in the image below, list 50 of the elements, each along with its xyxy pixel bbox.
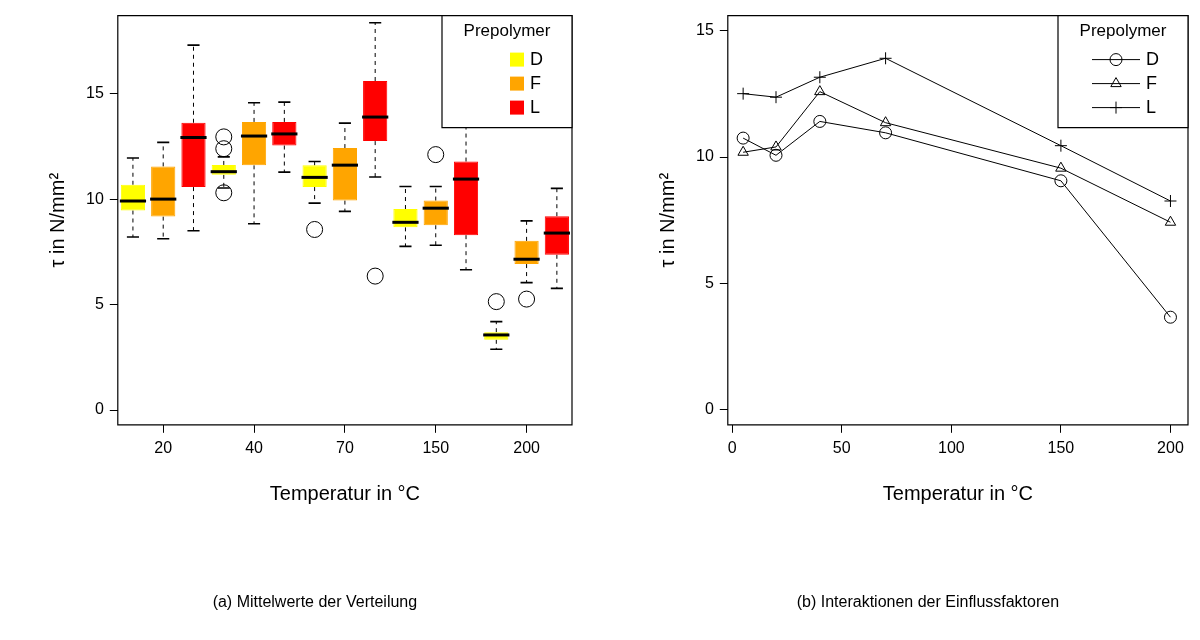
point xyxy=(1054,139,1068,153)
legend-label: D xyxy=(530,48,543,69)
y-tick-label: 10 xyxy=(696,147,714,165)
y-tick-label: 0 xyxy=(94,400,104,418)
legend-label: L xyxy=(1146,96,1157,117)
legend-title: Prepolymer xyxy=(463,21,551,41)
point xyxy=(736,87,750,101)
point xyxy=(737,145,749,156)
point xyxy=(736,131,750,145)
x-tick-label: 70 xyxy=(336,438,354,456)
point xyxy=(1054,174,1068,188)
x-axis-title: Temperatur in °C xyxy=(269,481,421,504)
legend-label: F xyxy=(1146,72,1157,93)
y-tick-label: 15 xyxy=(86,84,104,102)
x-tick-label: 100 xyxy=(937,438,965,456)
point xyxy=(814,85,826,96)
y-axis-title: τ in N/mm² xyxy=(45,172,68,268)
y-tick-label: 15 xyxy=(696,21,714,39)
point xyxy=(813,70,827,84)
point xyxy=(769,148,783,162)
x-tick-label: 200 xyxy=(1157,438,1184,456)
y-axis-title: τ in N/mm² xyxy=(655,172,678,268)
legend-title: Prepolymer xyxy=(1079,21,1167,41)
point xyxy=(879,51,893,65)
legend-label: L xyxy=(530,96,541,117)
point xyxy=(813,114,827,128)
x-tick-label: 200 xyxy=(513,438,541,456)
y-tick-label: 0 xyxy=(704,400,714,418)
x-tick-label: 50 xyxy=(832,438,851,456)
point xyxy=(879,116,892,127)
point xyxy=(1055,161,1067,172)
x-tick-label: 40 xyxy=(245,438,264,456)
point xyxy=(1164,215,1177,226)
x-tick-label: 150 xyxy=(422,438,450,456)
y-tick-label: 5 xyxy=(94,294,104,312)
legend-label: F xyxy=(530,72,541,93)
x-axis-title: Temperatur in °C xyxy=(882,481,1034,504)
point xyxy=(770,140,782,151)
point xyxy=(769,90,783,104)
point xyxy=(1163,310,1177,324)
y-tick-label: 5 xyxy=(704,273,714,291)
text: (a) Mittelwerte der Verteilung xyxy=(212,593,418,611)
x-tick-label: 150 xyxy=(1047,438,1075,456)
point xyxy=(1163,194,1177,208)
x-tick-label: 20 xyxy=(154,438,173,456)
legend-label: D xyxy=(1146,48,1159,69)
point xyxy=(879,126,893,140)
y-tick-label: 10 xyxy=(86,189,104,207)
text: (b) Interaktionen der Einflussfaktoren xyxy=(796,593,1060,611)
x-tick-label: 0 xyxy=(727,438,737,456)
